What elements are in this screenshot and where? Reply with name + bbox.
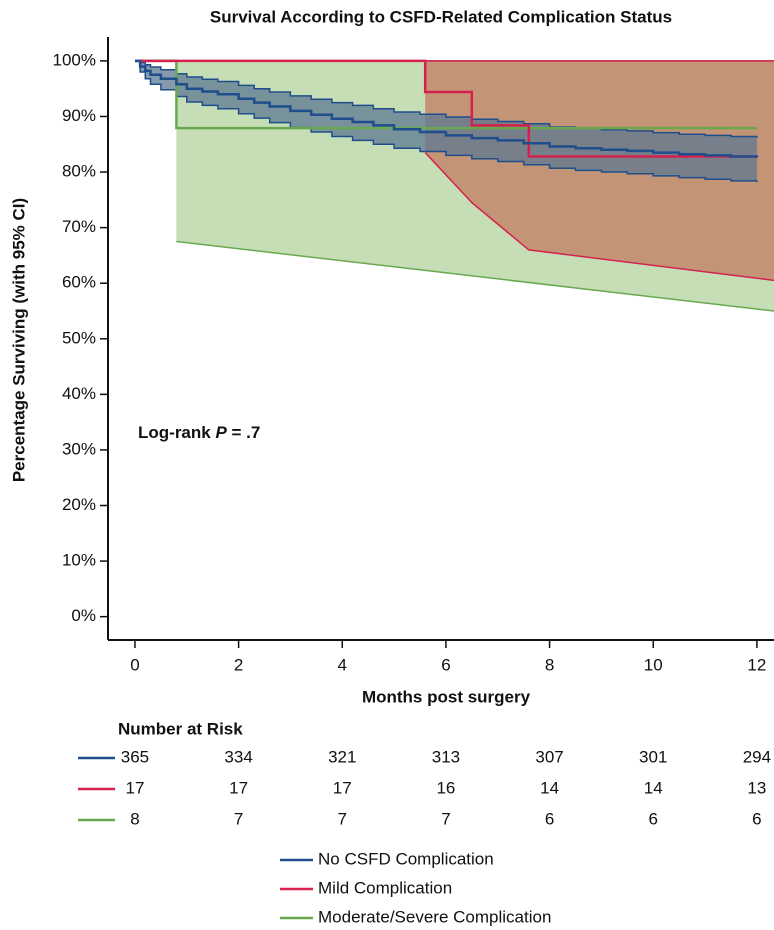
x-tick-label: 10 bbox=[644, 655, 663, 674]
y-tick-label: 30% bbox=[62, 439, 96, 458]
annotation-suffix: = .7 bbox=[227, 423, 261, 442]
annotation-italic: P bbox=[215, 423, 227, 442]
y-tick-label: 80% bbox=[62, 162, 96, 181]
ci-band bbox=[135, 60, 757, 183]
plot-area bbox=[135, 59, 774, 312]
x-axis-title: Months post surgery bbox=[362, 687, 531, 706]
y-tick-label: 70% bbox=[62, 217, 96, 236]
annotation: Log-rank P = .7 bbox=[138, 423, 260, 442]
at-risk-count: 313 bbox=[432, 747, 460, 766]
x-tick-label: 6 bbox=[441, 655, 450, 674]
survival-curve bbox=[135, 59, 757, 158]
at-risk-count: 8 bbox=[130, 809, 139, 828]
x-tick-label: 8 bbox=[545, 655, 554, 674]
ci-lower bbox=[135, 60, 758, 183]
y-tick-label: 90% bbox=[62, 106, 96, 125]
x-tick-label: 0 bbox=[130, 655, 139, 674]
y-tick-label: 40% bbox=[62, 384, 96, 403]
at-risk-count: 7 bbox=[441, 809, 450, 828]
at-risk-count: 307 bbox=[535, 747, 563, 766]
y-tick-label: 50% bbox=[62, 328, 96, 347]
at-risk-count: 17 bbox=[229, 778, 248, 797]
at-risk-count: 17 bbox=[125, 778, 144, 797]
at-risk-count: 7 bbox=[338, 809, 347, 828]
y-tick-label: 60% bbox=[62, 273, 96, 292]
at-risk-count: 6 bbox=[545, 809, 554, 828]
at-risk-count: 334 bbox=[224, 747, 252, 766]
y-axis-title: Percentage Surviving (with 95% CI) bbox=[9, 198, 28, 482]
at-risk-count: 321 bbox=[328, 747, 356, 766]
at-risk-count: 6 bbox=[752, 809, 761, 828]
y-tick-label: 20% bbox=[62, 495, 96, 514]
at-risk-count: 7 bbox=[234, 809, 243, 828]
y-tick-label: 100% bbox=[53, 50, 96, 69]
chart-title: Survival According to CSFD-Related Compl… bbox=[210, 7, 672, 26]
annotation-prefix: Log-rank bbox=[138, 423, 215, 442]
y-tick-label: 10% bbox=[62, 551, 96, 570]
at-risk-count: 294 bbox=[743, 747, 771, 766]
at-risk-count: 13 bbox=[747, 778, 766, 797]
at-risk-count: 301 bbox=[639, 747, 667, 766]
x-tick-label: 4 bbox=[338, 655, 347, 674]
ci-upper bbox=[135, 60, 758, 138]
at-risk-count: 16 bbox=[436, 778, 455, 797]
y-tick-label: 0% bbox=[71, 606, 96, 625]
x-tick-label: 12 bbox=[747, 655, 766, 674]
legend-label: No CSFD Complication bbox=[318, 849, 494, 868]
at-risk-count: 17 bbox=[333, 778, 352, 797]
x-tick-label: 2 bbox=[234, 655, 243, 674]
ci-lower bbox=[424, 152, 774, 282]
at-risk-count: 6 bbox=[649, 809, 658, 828]
legend-label: Mild Complication bbox=[318, 878, 452, 897]
at-risk-count: 365 bbox=[121, 747, 149, 766]
at-risk-count: 14 bbox=[540, 778, 559, 797]
ci-lower bbox=[176, 240, 774, 312]
at-risk-title: Number at Risk bbox=[118, 719, 243, 738]
at-risk-count: 14 bbox=[644, 778, 663, 797]
legend-label: Moderate/Severe Complication bbox=[318, 907, 551, 926]
survival-curve bbox=[135, 59, 759, 158]
